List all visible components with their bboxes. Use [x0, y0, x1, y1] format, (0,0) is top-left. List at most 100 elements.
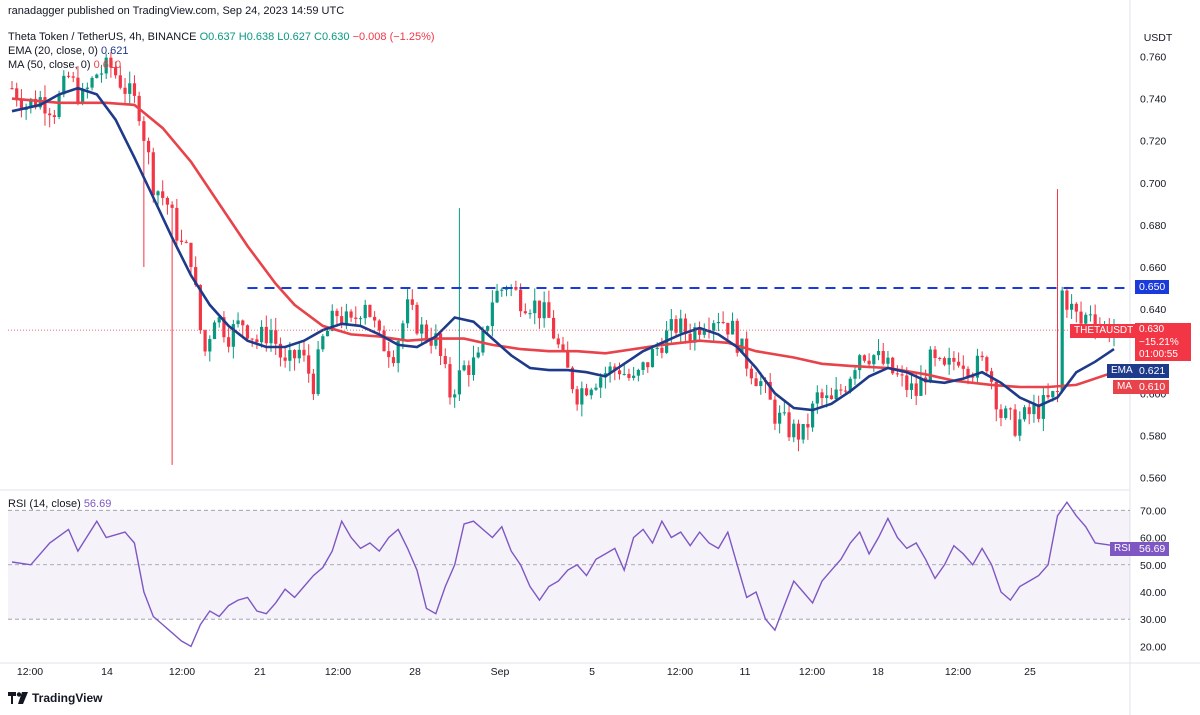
candle-body	[429, 339, 433, 346]
candle-body	[952, 357, 956, 362]
rsi-legend[interactable]: RSI (14, close) 56.69	[8, 498, 111, 510]
candle-body	[975, 355, 980, 378]
candle-body	[895, 373, 899, 375]
time-tick-label: 21	[254, 666, 266, 678]
candle-body	[109, 57, 113, 68]
candle-body	[462, 365, 466, 371]
candle-body	[349, 311, 353, 318]
candle-body	[646, 362, 650, 368]
candle-body	[99, 73, 104, 75]
candle-body	[1022, 407, 1027, 420]
candle-body	[363, 304, 367, 319]
tradingview-logo-icon	[8, 692, 28, 704]
candle-body	[942, 358, 947, 365]
candle-body	[90, 77, 94, 88]
candle-body	[1074, 303, 1078, 312]
candle-body	[730, 320, 735, 335]
time-tick-label: 12:00	[17, 666, 43, 678]
candle-body	[269, 330, 273, 344]
candle-body	[1032, 404, 1036, 415]
candle-body	[881, 351, 885, 364]
price-tick-label: 0.680	[1140, 220, 1166, 232]
legend-change: −0.008 (−1.25%)	[352, 31, 435, 43]
candle-body	[749, 368, 753, 379]
candle-body	[674, 319, 678, 333]
candle-body	[132, 83, 137, 96]
time-tick-label: 28	[409, 666, 421, 678]
ema-price-label: 0.621	[1135, 364, 1170, 378]
candle-body	[1070, 303, 1074, 310]
price-axis-unit: USDT	[1144, 32, 1173, 44]
candle-body	[71, 76, 75, 78]
candle-body	[288, 350, 292, 361]
candle-body	[142, 121, 146, 141]
candle-body	[608, 366, 612, 374]
candle-body	[476, 352, 480, 358]
candle-body	[938, 358, 942, 360]
legend-ma-value: 0.610	[93, 59, 122, 71]
legend-ma-row[interactable]: MA (50, close, 0) 0.610	[8, 59, 121, 71]
candle-body	[956, 361, 961, 366]
rsi-line	[11, 500, 1115, 648]
candle-body	[622, 373, 626, 375]
candle-body	[81, 88, 85, 103]
candle-body	[839, 389, 843, 391]
candle-body	[85, 87, 89, 89]
legend-symbol[interactable]: Theta Token / TetherUS, 4h, BINANCE	[8, 31, 197, 43]
time-tick-label: 12:00	[799, 666, 825, 678]
candle-body	[335, 310, 339, 317]
candle-body	[146, 140, 151, 153]
candle-body	[905, 375, 909, 390]
legend-ema-row[interactable]: EMA (20, close, 0) 0.621	[8, 45, 128, 57]
candle-body	[999, 409, 1003, 418]
candle-body	[627, 373, 631, 378]
candle-body	[194, 267, 198, 285]
candle-body	[330, 310, 334, 331]
ema-tag: EMA	[1107, 364, 1137, 378]
legend-high: H0.638	[238, 31, 275, 43]
candle-body	[1088, 314, 1093, 316]
tradingview-logo[interactable]: TradingView	[8, 691, 102, 705]
candle-body	[311, 373, 316, 395]
candle-body	[891, 357, 895, 374]
candle-body	[792, 423, 796, 438]
candle-body	[650, 349, 655, 368]
candle-body	[867, 360, 871, 365]
rsi-tick-label: 20.00	[1140, 641, 1166, 653]
candle-body	[829, 395, 834, 400]
candle-body	[566, 350, 570, 368]
candle-body	[340, 316, 344, 325]
candle-body	[872, 355, 876, 365]
candle-body	[15, 88, 19, 101]
time-tick-label: 11	[740, 666, 751, 678]
candle-body	[212, 322, 217, 340]
attribution: ranadagger published on TradingView.com,…	[8, 5, 345, 17]
rsi-legend-label: RSI (14, close)	[8, 498, 81, 510]
legend-ema-label: EMA (20, close, 0)	[8, 45, 98, 57]
candle-body	[217, 317, 221, 323]
candle-body	[961, 365, 965, 369]
candle-body	[848, 378, 852, 392]
candle-body	[43, 97, 47, 114]
candle-body	[726, 322, 730, 335]
legend-symbol-row: Theta Token / TetherUS, 4h, BINANCE O0.6…	[8, 31, 435, 43]
price-tick-label: 0.580	[1140, 430, 1166, 442]
candle-body	[245, 325, 250, 339]
candle-body	[486, 326, 490, 331]
candle-body	[415, 304, 419, 334]
candle-body	[1041, 395, 1045, 419]
candle-body	[307, 355, 311, 374]
time-tick-label: 12:00	[325, 666, 351, 678]
ma-price-label: 0.610	[1135, 380, 1170, 394]
candle-body	[198, 284, 202, 331]
candle-body	[561, 344, 565, 351]
time-tick-label: Sep	[491, 666, 510, 678]
candle-body	[274, 330, 278, 344]
candle-body	[151, 152, 155, 196]
candle-body	[236, 320, 240, 325]
legend-ema-value: 0.621	[100, 45, 129, 57]
time-tick-label: 25	[1024, 666, 1036, 678]
candle-body	[283, 357, 287, 361]
candle-body	[971, 376, 975, 378]
candle-body	[1060, 290, 1064, 392]
